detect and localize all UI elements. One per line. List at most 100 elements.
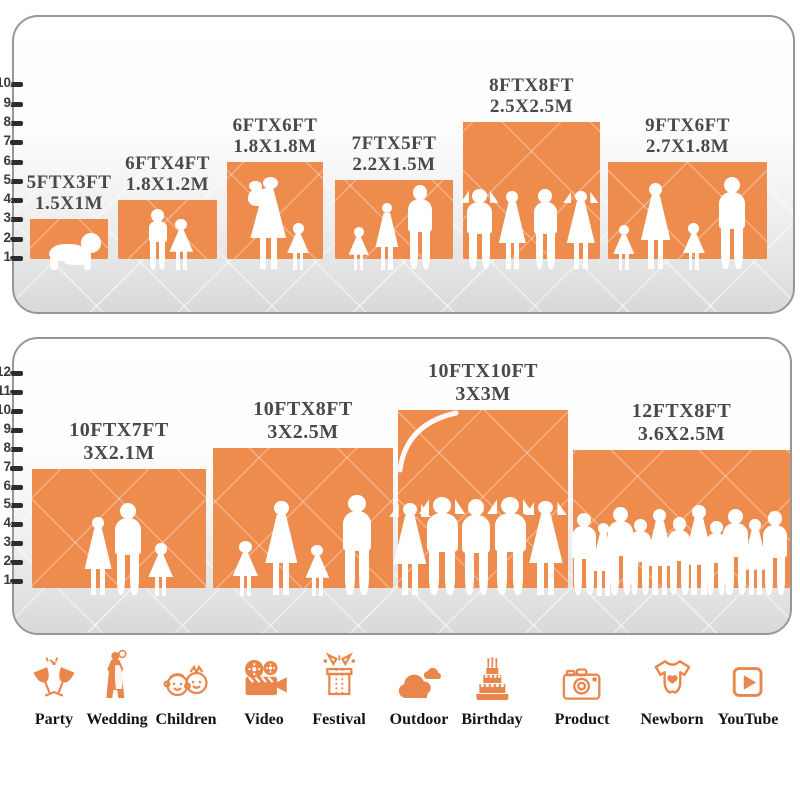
size-meters: 3X3M (455, 382, 511, 405)
man-silhouette (625, 519, 656, 597)
size-feet: 6FTX6FT (232, 115, 318, 136)
boy-silhouette (144, 209, 171, 271)
ruler-tick (10, 465, 23, 471)
category-product: Product (555, 652, 609, 729)
size-meters: 3.6X2.5M (637, 422, 726, 445)
category-label: Party (34, 711, 74, 728)
category-wedding: Wedding (86, 649, 148, 729)
category-label: Outdoor (389, 711, 449, 728)
ruler-tick-label: 1 (3, 572, 11, 587)
ruler-tick (10, 408, 23, 414)
man-silhouette (758, 511, 792, 597)
video-icon (238, 652, 290, 704)
size-meters: 2.7X1.8M (645, 136, 730, 158)
ruler-tick-label: 2 (3, 553, 11, 569)
man-silhouette (718, 509, 753, 597)
mother-with-child-silhouette (244, 177, 291, 271)
category-outdoor: Outdoor (389, 652, 449, 729)
ruler-tick-label: 3 (3, 210, 11, 226)
woman-silhouette (496, 191, 530, 271)
ruler-tick (10, 140, 23, 146)
woman-pose-silhouette (562, 191, 599, 271)
ruler-tick-label: 8 (3, 439, 11, 455)
product-icon (557, 652, 607, 704)
size-feet: 12FTX8FT (631, 400, 732, 422)
backdrop-size-label: 10FTX7FT 3X2.1M (4, 419, 234, 464)
ruler-tick (10, 198, 23, 204)
ruler-tick (10, 560, 23, 566)
ruler-tick-label: 1 (3, 249, 11, 264)
ruler-tick-label: 12 (0, 364, 11, 380)
category-party: Party (29, 652, 79, 729)
ruler-tick (10, 101, 23, 107)
man-pose-silhouette (419, 497, 466, 597)
size-feet: 9FTX6FT (645, 115, 730, 136)
wedding-icon (95, 649, 139, 704)
girl-silhouette (231, 541, 260, 597)
category-bar: Party Wedding Children Video Festival Ou… (0, 649, 800, 772)
ruler-tick (10, 159, 23, 165)
ruler-tick-label: 6 (3, 152, 11, 168)
ruler-tick-label: 10 (0, 75, 11, 91)
man-pose-silhouette (487, 497, 534, 597)
man-silhouette (529, 189, 562, 271)
size-feet: 10FTX8FT (253, 398, 353, 420)
size-meters: 2.5X2.5M (489, 96, 574, 118)
size-feet: 8FTX8FT (489, 75, 574, 96)
festival-icon (315, 652, 363, 704)
man-silhouette (603, 507, 639, 597)
woman-silhouette (81, 517, 115, 597)
girl-silhouette (347, 227, 370, 271)
category-festival: Festival (312, 652, 366, 729)
man-pose-silhouette (460, 189, 499, 271)
ruler-tick-label: 10 (0, 401, 11, 417)
outdoor-icon (393, 652, 445, 704)
size-feet: 7FTX5FT (351, 133, 437, 154)
ruler-tick-label: 7 (3, 458, 11, 474)
woman-silhouette (637, 183, 674, 271)
category-label: Video (244, 711, 284, 728)
ruler-tick (10, 522, 23, 528)
backdrop-size-label: 12FTX8FT 3.6X2.5M (567, 400, 797, 445)
backdrop-rect (118, 200, 217, 259)
ruler-tick-label: 11 (0, 383, 11, 398)
ruler-tick-label: 7 (3, 133, 11, 149)
ruler-tick-label: 2 (3, 229, 11, 245)
birthday-icon (468, 652, 516, 704)
man-silhouette (109, 503, 147, 597)
ruler-tick (10, 256, 23, 261)
ruler-tick (10, 446, 23, 452)
ruler-tick-label: 8 (3, 113, 11, 129)
size-feet: 5FTX3FT (26, 172, 112, 193)
man-silhouette (663, 517, 695, 597)
ruler-tick (10, 371, 23, 377)
ruler-tick-label: 9 (3, 94, 11, 110)
ruler-tick-label: 5 (3, 496, 11, 512)
category-children: Children (155, 652, 217, 729)
girl-silhouette (681, 223, 706, 271)
man-silhouette (337, 495, 378, 597)
party-icon (29, 652, 79, 704)
size-feet: 10FTX10FT (427, 360, 539, 382)
newborn-icon (647, 652, 697, 704)
category-label: Birthday (461, 711, 523, 728)
category-label: YouTube (717, 711, 779, 728)
ruler-tick (10, 236, 23, 242)
category-label: Festival (312, 711, 366, 728)
backdrop-size-label: 10FTX10FT 3X3M (368, 360, 598, 405)
ruler-tick-label: 3 (3, 534, 11, 550)
baby-silhouette (47, 233, 104, 271)
category-youtube: YouTube (717, 652, 779, 729)
ruler-tick-label: 6 (3, 477, 11, 493)
category-birthday: Birthday (461, 652, 523, 729)
man-silhouette (457, 499, 496, 597)
category-label: Newborn (640, 711, 704, 728)
size-meters: 2.2X1.5M (352, 154, 436, 176)
ruler-tick-label: 9 (3, 420, 11, 436)
ruler-tick (10, 503, 23, 509)
ruler-tick (10, 82, 23, 88)
ruler-tick (10, 390, 23, 395)
girl-silhouette (612, 225, 636, 271)
ruler-tick (10, 178, 23, 184)
man-silhouette (403, 185, 437, 271)
